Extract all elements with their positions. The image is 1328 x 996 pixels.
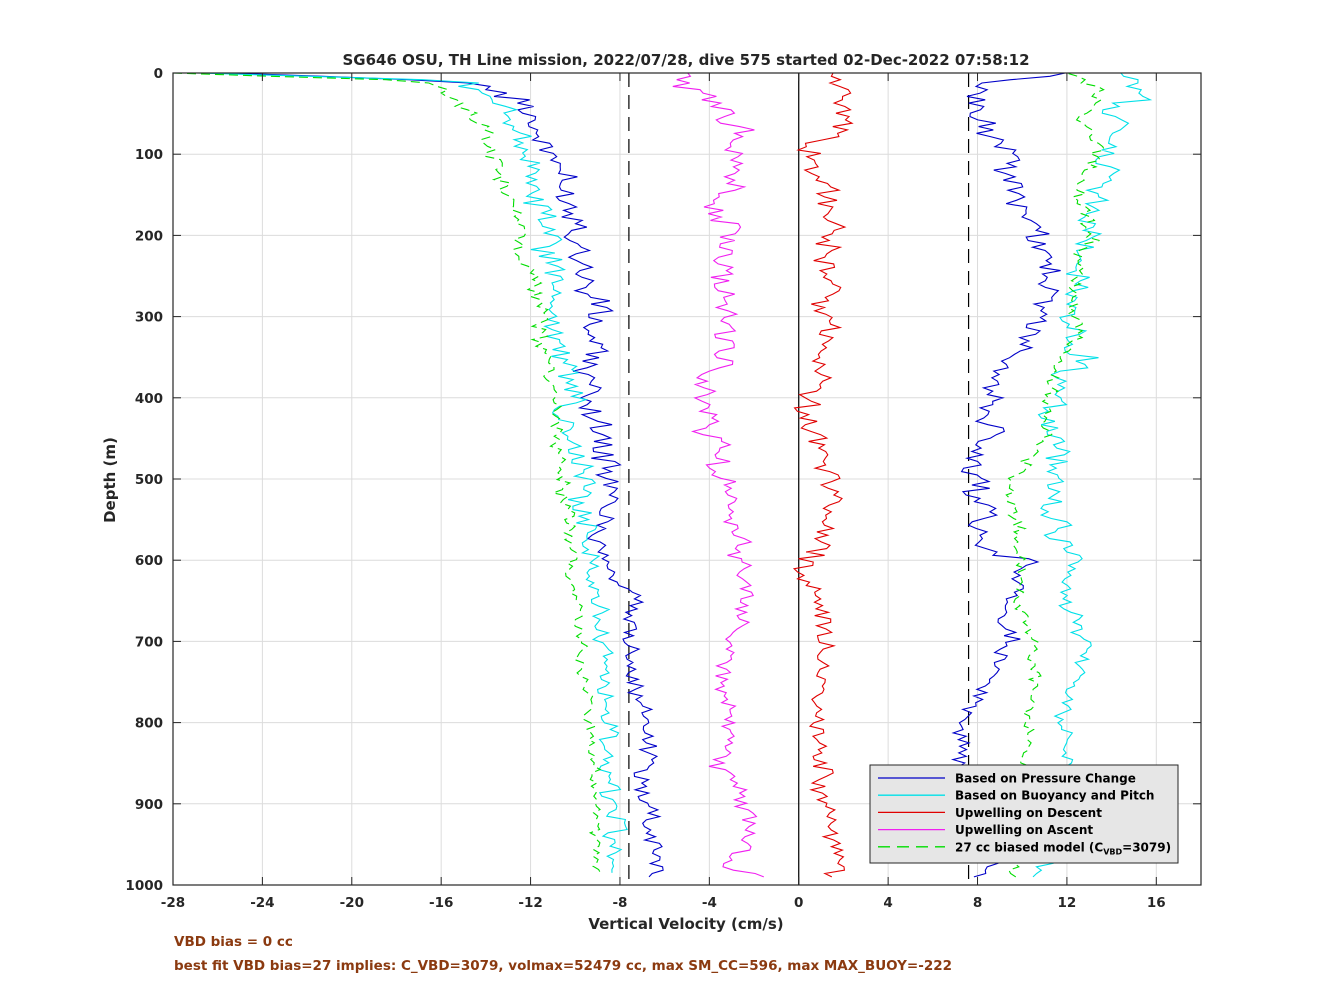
series-line-descent xyxy=(195,72,628,873)
series-line-ascent xyxy=(1005,72,1106,878)
x-tick-label: -12 xyxy=(518,895,542,911)
x-tick-label: -4 xyxy=(702,895,717,911)
x-tick-label: -20 xyxy=(340,895,364,911)
y-tick-label: 100 xyxy=(135,147,163,163)
legend-label-tail: =3079) xyxy=(1122,840,1171,854)
y-tick-label: 800 xyxy=(135,716,163,732)
x-tick-label: 12 xyxy=(1058,895,1077,911)
best-fit-note: best fit VBD bias=27 implies: C_VBD=3079… xyxy=(174,958,953,974)
axis-ticks: -28 -24 -20 -16 -12 -8 -4 0 4 8 12 16 0 100 200 300 400 5… xyxy=(125,66,1201,911)
y-tick-label: 400 xyxy=(135,391,163,407)
grid-lines xyxy=(172,72,1201,886)
series-lines xyxy=(172,72,1153,878)
legend-label: 27 cc biased model (CVBD=3079) xyxy=(955,840,1171,856)
reference-lines xyxy=(628,73,970,885)
x-tick-label: -16 xyxy=(429,895,453,911)
vbd-bias-note: VBD bias = 0 cc xyxy=(174,934,293,950)
legend-label: Upwelling on Ascent xyxy=(955,823,1093,837)
x-tick-label: -8 xyxy=(612,895,627,911)
legend-label: Based on Buoyancy and Pitch xyxy=(955,789,1154,803)
x-tick-label: -28 xyxy=(161,895,185,911)
y-tick-label: 0 xyxy=(154,66,163,82)
y-axis-label: Depth (m) xyxy=(101,437,119,523)
legend-label: Upwelling on Descent xyxy=(955,806,1102,820)
y-tick-label: 1000 xyxy=(125,878,163,894)
y-tick-label: 600 xyxy=(135,553,163,569)
series-line-descent xyxy=(172,72,602,874)
series-line-ascent xyxy=(950,72,1066,878)
x-tick-label: -24 xyxy=(250,895,274,911)
series-line-ascent xyxy=(672,72,765,878)
legend-label-subscript: VBD xyxy=(1103,847,1122,856)
series-line-descent xyxy=(226,72,664,878)
y-tick-label: 700 xyxy=(135,634,163,650)
x-tick-label: 4 xyxy=(883,895,892,911)
y-tick-label: 500 xyxy=(135,472,163,488)
x-tick-label: 0 xyxy=(794,895,803,911)
legend-label: Based on Pressure Change xyxy=(955,772,1136,786)
y-tick-label: 200 xyxy=(135,228,163,244)
series-line-ascent xyxy=(1032,72,1153,878)
y-tick-label: 900 xyxy=(135,797,163,813)
series-line-descent xyxy=(792,72,854,878)
x-axis-label: Vertical Velocity (cm/s) xyxy=(588,915,783,933)
x-tick-label: 16 xyxy=(1147,895,1166,911)
y-tick-label: 300 xyxy=(135,310,163,326)
legend: Based on Pressure Change Based on Buoyanc… xyxy=(869,764,1179,864)
x-tick-label: 8 xyxy=(973,895,982,911)
chart-title: SG646 OSU, TH Line mission, 2022/07/28, … xyxy=(342,51,1029,69)
